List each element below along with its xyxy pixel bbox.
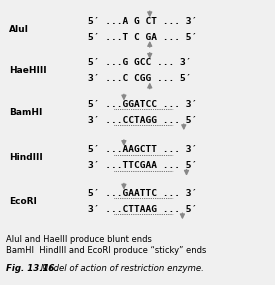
Text: 3′ ...CTTAAG ... 5′: 3′ ...CTTAAG ... 5′	[89, 205, 198, 214]
Text: Model of action of restriction enzyme.: Model of action of restriction enzyme.	[38, 264, 204, 273]
Text: 5′ ...GAATTC ... 3′: 5′ ...GAATTC ... 3′	[89, 189, 198, 198]
Text: HindIII: HindIII	[9, 153, 43, 162]
Text: BamHI: BamHI	[9, 108, 43, 117]
Text: 5′ ...G GCC ... 3′: 5′ ...G GCC ... 3′	[89, 58, 192, 67]
Text: AluI and HaeIII produce blunt ends: AluI and HaeIII produce blunt ends	[6, 235, 152, 244]
Text: 5′ ...AAGCTT ... 3′: 5′ ...AAGCTT ... 3′	[89, 145, 198, 154]
Text: 3′ ...C CGG ... 5′: 3′ ...C CGG ... 5′	[89, 74, 192, 83]
Text: BamHI  HindIII and EcoRI produce “sticky” ends: BamHI HindIII and EcoRI produce “sticky”…	[6, 247, 207, 255]
Text: HaeHIII: HaeHIII	[9, 66, 47, 75]
Text: 3′ ...TTCGAA ... 5′: 3′ ...TTCGAA ... 5′	[89, 161, 198, 170]
Text: AluI: AluI	[9, 25, 29, 34]
Text: EcoRI: EcoRI	[9, 197, 37, 206]
Text: 5′ ...T C GA ... 5′: 5′ ...T C GA ... 5′	[89, 32, 198, 42]
Text: 5′ ...A G CT ... 3′: 5′ ...A G CT ... 3′	[89, 17, 198, 26]
Text: 5′ ...GGATCC ... 3′: 5′ ...GGATCC ... 3′	[89, 100, 198, 109]
Text: 3′ ...CCTAGG ... 5′: 3′ ...CCTAGG ... 5′	[89, 116, 198, 125]
Text: Fig. 13.16.: Fig. 13.16.	[6, 264, 58, 273]
